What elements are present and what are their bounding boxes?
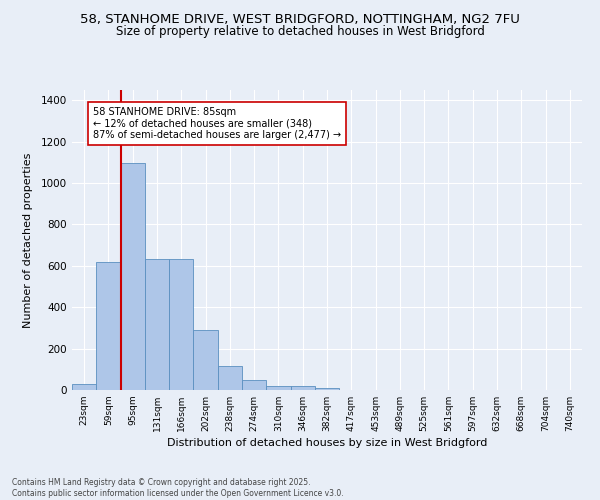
Bar	[169, 258, 193, 390]
Bar	[242, 380, 266, 390]
Text: 58, STANHOME DRIVE, WEST BRIDGFORD, NOTTINGHAM, NG2 7FU: 58, STANHOME DRIVE, WEST BRIDGFORD, NOTT…	[80, 12, 520, 26]
Bar	[315, 388, 339, 390]
Bar	[193, 330, 218, 390]
Text: 58 STANHOME DRIVE: 85sqm
← 12% of detached houses are smaller (348)
87% of semi-: 58 STANHOME DRIVE: 85sqm ← 12% of detach…	[92, 106, 341, 140]
Text: Contains HM Land Registry data © Crown copyright and database right 2025.
Contai: Contains HM Land Registry data © Crown c…	[12, 478, 344, 498]
Bar	[145, 258, 169, 390]
Bar	[218, 366, 242, 390]
Bar	[96, 262, 121, 390]
Y-axis label: Number of detached properties: Number of detached properties	[23, 152, 32, 328]
Bar	[290, 386, 315, 390]
Text: Size of property relative to detached houses in West Bridgford: Size of property relative to detached ho…	[116, 25, 484, 38]
Bar	[266, 386, 290, 390]
Bar	[121, 164, 145, 390]
Text: Distribution of detached houses by size in West Bridgford: Distribution of detached houses by size …	[167, 438, 487, 448]
Bar	[72, 384, 96, 390]
